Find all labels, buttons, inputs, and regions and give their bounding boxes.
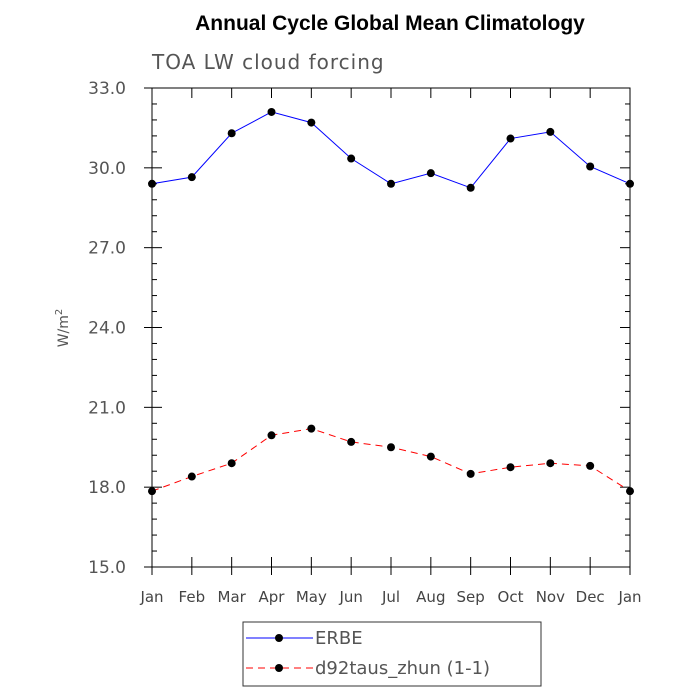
x-tick-label: Aug	[416, 588, 445, 606]
legend-box	[242, 621, 542, 687]
data-point-series-1	[426, 452, 435, 461]
y-tick-label: 15.0	[88, 558, 126, 578]
x-tick-label: May	[296, 588, 327, 606]
data-point-series-1	[187, 472, 196, 481]
x-tick-label: Dec	[576, 588, 605, 606]
data-point-series-0	[506, 134, 515, 143]
data-point-series-1	[506, 463, 515, 472]
data-point-series-0	[586, 162, 595, 171]
legend-marker-d92taus	[275, 664, 283, 672]
data-point-series-1	[626, 487, 634, 496]
x-tick-label: Jan	[139, 588, 163, 606]
data-point-series-1	[267, 431, 276, 440]
data-point-series-0	[387, 179, 395, 188]
y-tick-label: 18.0	[88, 478, 126, 498]
y-axis-label-text: W/m	[56, 315, 72, 347]
data-point-series-1	[586, 461, 595, 470]
x-tick-label: Apr	[259, 588, 286, 606]
plot-border	[151, 87, 631, 568]
x-tick-label: Jun	[338, 588, 362, 606]
data-point-series-1	[387, 443, 395, 452]
data-point-series-1	[307, 424, 316, 433]
data-point-series-1	[227, 459, 236, 468]
data-point-series-0	[307, 118, 316, 127]
data-point-series-1	[148, 487, 156, 496]
y-tick-label: 33.0	[88, 79, 126, 99]
data-point-series-1	[347, 437, 356, 446]
data-point-series-0	[187, 173, 196, 182]
x-tick-label: Nov	[536, 588, 565, 606]
data-point-series-0	[466, 183, 475, 192]
x-tick-label: Feb	[179, 588, 206, 606]
x-tick-label: Oct	[498, 588, 524, 606]
y-axis: 15.0 18.0 21.0 24.0 27.0 30.0 33.0	[88, 79, 630, 578]
data-point-series-0	[626, 179, 634, 188]
legend-label-erbe: ERBE	[315, 628, 363, 649]
chart-title: Annual Cycle Global Mean Climatology	[195, 12, 585, 35]
data-point-series-1	[466, 469, 475, 478]
plot-area	[151, 87, 631, 568]
data-point-series-1	[546, 459, 555, 468]
x-axis: Jan Feb Mar Apr May Jun Jul Aug Sep Oct Nov Dec Jan	[139, 88, 642, 606]
chart-subtitle: TOA LW cloud forcing	[151, 50, 385, 74]
y-tick-label: 24.0	[88, 319, 126, 339]
data-point-series-0	[148, 179, 156, 188]
data-point-series-0	[426, 169, 435, 178]
y-axis-label-superscript: 2	[54, 309, 65, 315]
series-line-0	[151, 111, 631, 189]
y-axis-label: W/m2	[54, 309, 72, 348]
x-tick-label: Jul	[381, 588, 400, 606]
legend: ERBE d92taus_zhun (1-1)	[242, 621, 542, 687]
data-point-series-0	[546, 127, 555, 136]
data-point-series-0	[227, 129, 236, 138]
y-tick-label: 27.0	[88, 239, 126, 259]
data-point-series-0	[267, 107, 276, 116]
legend-marker-erbe	[275, 634, 283, 642]
x-tick-label: Mar	[218, 588, 247, 606]
series-layer	[148, 107, 634, 496]
series-line-1	[151, 428, 631, 492]
y-tick-label: 21.0	[88, 398, 126, 418]
legend-label-d92taus: d92taus_zhun (1-1)	[315, 658, 490, 679]
x-tick-label: Jan	[617, 588, 641, 606]
data-point-series-0	[347, 154, 356, 163]
y-tick-label: 30.0	[88, 159, 126, 179]
x-tick-label: Sep	[457, 588, 485, 606]
